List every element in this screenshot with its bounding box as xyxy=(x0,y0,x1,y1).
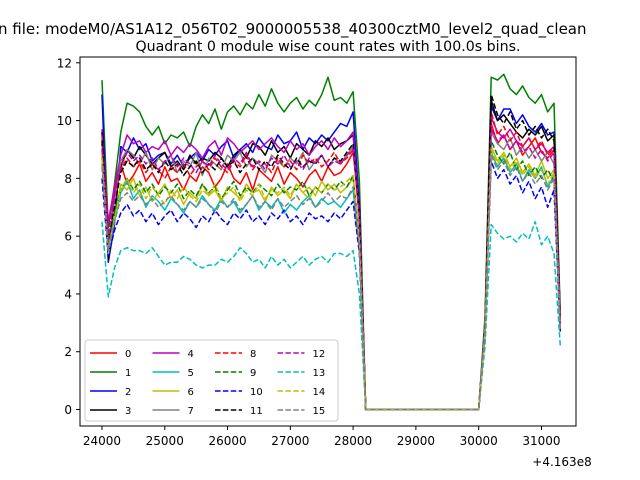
legend-label: 3 xyxy=(125,406,131,417)
legend-label: 0 xyxy=(125,349,131,360)
figure-suptitle: n file: modeM0/AS1A12_056T02_9000005538_… xyxy=(0,20,587,39)
series-line-12 xyxy=(101,128,562,411)
y-tick-label: 2 xyxy=(64,345,72,359)
legend-label: 13 xyxy=(313,368,326,379)
x-tick-label: 24000 xyxy=(83,434,121,448)
legend-item-13[interactable]: 13 xyxy=(277,368,326,379)
legend-item-5[interactable]: 5 xyxy=(152,368,194,379)
y-tick-label: 0 xyxy=(64,403,72,417)
legend-label: 14 xyxy=(313,387,326,398)
legend-label: 2 xyxy=(125,387,131,398)
y-tick-label: 8 xyxy=(64,172,72,186)
legend-item-4[interactable]: 4 xyxy=(152,349,194,360)
y-tick-label: 6 xyxy=(64,230,72,244)
legend-item-10[interactable]: 10 xyxy=(215,387,263,398)
x-tick-label: 27000 xyxy=(271,434,309,448)
y-tick-label: 12 xyxy=(57,56,72,70)
axes-frame xyxy=(79,56,577,427)
legend-label: 5 xyxy=(188,368,194,379)
plot-area: 24000 25000 26000 27000 28000 29000 30000 31000… xyxy=(57,56,592,469)
legend-item-8[interactable]: 8 xyxy=(215,349,256,360)
x-offset-label: +4.163e8 xyxy=(532,455,591,469)
series-line-15 xyxy=(101,154,562,411)
legend-label: 6 xyxy=(188,387,194,398)
legend-item-9[interactable]: 9 xyxy=(215,368,256,379)
legend-item-15[interactable]: 15 xyxy=(277,406,326,417)
legend-label: 15 xyxy=(313,406,326,417)
x-tick-label: 25000 xyxy=(146,434,184,448)
x-axis: 24000 25000 26000 27000 28000 29000 30000 31000 xyxy=(83,426,561,448)
legend-label: 12 xyxy=(313,349,326,360)
legend-item-12[interactable]: 12 xyxy=(277,349,326,360)
legend-item-11[interactable]: 11 xyxy=(215,406,263,417)
legend-label: 7 xyxy=(188,406,194,417)
x-tick-label: 29000 xyxy=(397,434,435,448)
legend-item-6[interactable]: 6 xyxy=(152,387,194,398)
legend-item-7[interactable]: 7 xyxy=(152,406,194,417)
legend-label: 9 xyxy=(250,368,256,379)
y-tick-label: 4 xyxy=(64,287,72,301)
legend-item-2[interactable]: 2 xyxy=(90,387,131,398)
chart-title: Quadrant 0 module wise count rates with … xyxy=(135,39,520,55)
legend-label: 4 xyxy=(188,349,194,360)
legend-box xyxy=(84,339,339,422)
series-line-13 xyxy=(101,220,562,411)
legend-label: 10 xyxy=(250,387,263,398)
y-tick-label: 10 xyxy=(57,114,72,128)
x-tick-label: 26000 xyxy=(208,434,246,448)
legend-label: 8 xyxy=(250,349,256,360)
legend-item-1[interactable]: 1 xyxy=(90,368,131,379)
legend-label: 1 xyxy=(125,368,131,379)
legend-item-0[interactable]: 0 xyxy=(90,349,131,360)
x-tick-label: 30000 xyxy=(460,434,498,448)
legend-label: 11 xyxy=(250,406,263,417)
y-axis: 0 2 4 6 8 10 12 xyxy=(57,56,80,417)
x-tick-label: 28000 xyxy=(334,434,372,448)
x-tick-label: 31000 xyxy=(522,434,560,448)
series-lines xyxy=(101,73,562,411)
legend-item-14[interactable]: 14 xyxy=(277,387,326,398)
legend-item-3[interactable]: 3 xyxy=(90,406,131,417)
